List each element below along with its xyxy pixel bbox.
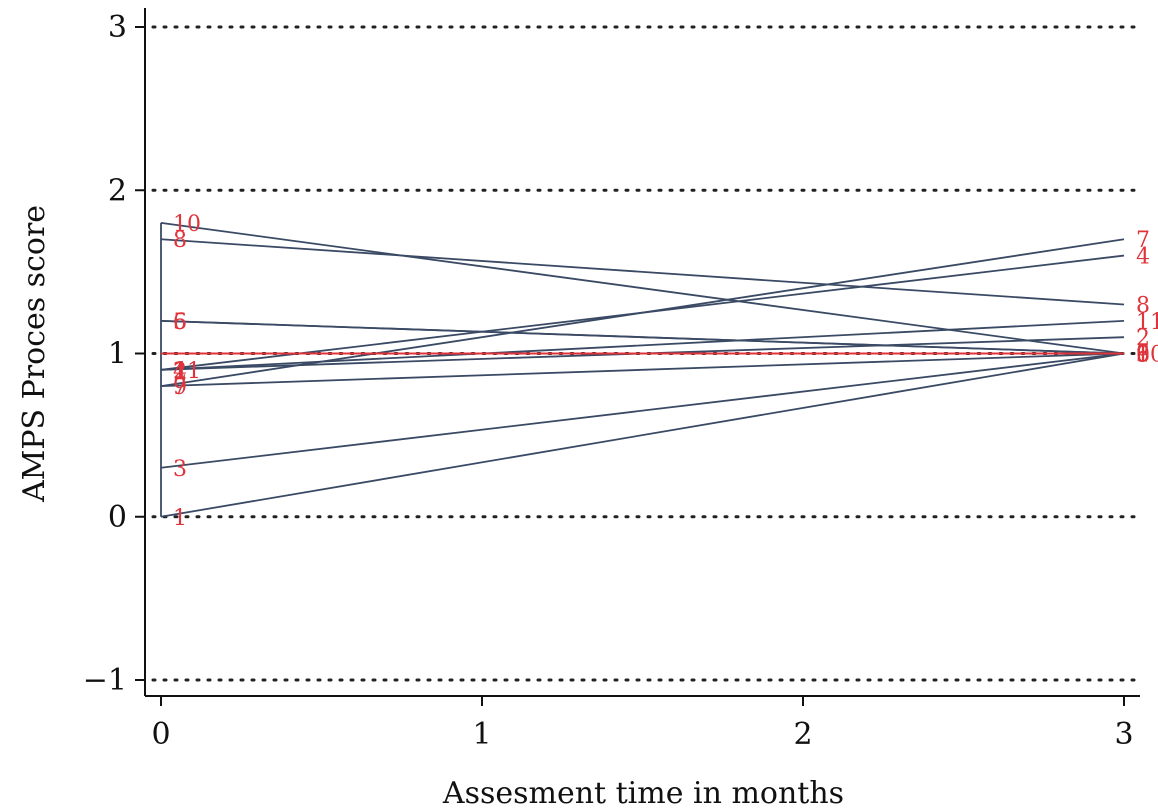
ticks-layer: −1 0 1 2 3 0 1 2 3 <box>83 10 1134 752</box>
point-label-4: 4 <box>173 359 187 384</box>
series-line-3 <box>160 352 1125 469</box>
point-label-9: 9 <box>1136 343 1150 368</box>
point-label-2: 2 <box>1136 326 1150 351</box>
x-tick-label: 2 <box>793 717 812 752</box>
series-line-9 <box>160 352 1125 388</box>
point-label-8: 8 <box>173 228 187 253</box>
series-line-1 <box>160 352 1125 518</box>
series-line-11 <box>160 319 1125 371</box>
series-layer <box>160 222 1125 518</box>
series-line-10 <box>160 222 1125 355</box>
series-line-7 <box>160 238 1125 388</box>
y-axis-title: AMPS Proces score <box>17 205 52 503</box>
point-label-2: 2 <box>173 359 187 384</box>
point-label-9: 9 <box>173 375 187 400</box>
series-line-6 <box>160 319 1125 355</box>
series-line-8 <box>160 238 1125 306</box>
x-axis-title: Assesment time in months <box>442 776 844 811</box>
point-label-10: 10 <box>1136 343 1158 368</box>
point-label-11: 11 <box>173 359 201 384</box>
axes-layer <box>144 8 1140 697</box>
y-tick-label: 0 <box>108 500 127 535</box>
x-tick-label: 1 <box>472 717 491 752</box>
y-tick-label: 2 <box>108 173 127 208</box>
point-label-7: 7 <box>173 375 187 400</box>
point-label-11: 11 <box>1136 310 1158 335</box>
point-label-10: 10 <box>173 212 201 237</box>
point-label-4: 4 <box>1136 245 1150 270</box>
point-label-5: 5 <box>1136 343 1150 368</box>
point-label-1: 1 <box>173 506 187 531</box>
y-tick-label: −1 <box>83 663 127 698</box>
point-label-7: 7 <box>1136 228 1150 253</box>
point-label-6: 6 <box>173 310 187 335</box>
point-label-3: 3 <box>1136 343 1150 368</box>
y-tick-label: 3 <box>108 10 127 45</box>
x-tick-label: 0 <box>151 717 170 752</box>
y-tick-label: 1 <box>108 337 127 372</box>
x-tick-label: 3 <box>1114 717 1133 752</box>
point-label-1: 1 <box>1136 343 1150 368</box>
point-label-5: 5 <box>173 310 187 335</box>
point-label-3: 3 <box>173 457 187 482</box>
point-label-8: 8 <box>1136 294 1150 319</box>
point-label-6: 6 <box>1136 343 1150 368</box>
